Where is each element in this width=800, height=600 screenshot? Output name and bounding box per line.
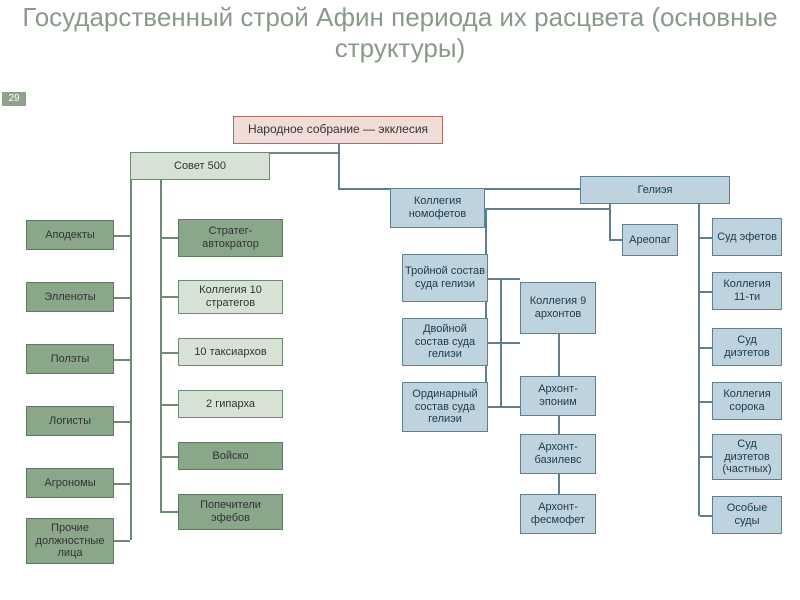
node-apod: Аподекты [26, 220, 114, 250]
node-areo: Ареопаг [622, 224, 678, 256]
connector [114, 483, 130, 485]
connector [130, 180, 132, 540]
connector [160, 180, 162, 513]
node-diet_pr: Суд диэтетов (частных) [712, 434, 782, 480]
connector [114, 421, 130, 423]
connector [700, 291, 712, 293]
node-root: Народное собрание — экклесия [233, 116, 443, 144]
connector [160, 404, 178, 406]
node-dvoi: Двойной состав суда гелиэи [402, 318, 488, 366]
node-polet: Полэты [26, 344, 114, 374]
node-diet: Суд диэтетов [712, 328, 782, 366]
connector [160, 511, 178, 513]
connector [500, 406, 520, 408]
node-koll40: Коллегия сорока [712, 382, 782, 420]
node-council: Совет 500 [130, 152, 270, 180]
connector [114, 540, 130, 542]
connector [500, 342, 520, 344]
node-ellen: Элленоты [26, 282, 114, 312]
node-gip2: 2 гипарха [178, 390, 283, 418]
node-koll10: Коллегия 10 стратегов [178, 280, 283, 314]
connector [558, 334, 560, 376]
node-eponim: Архонт- эпоним [520, 376, 596, 416]
connector [160, 237, 178, 239]
connector [698, 204, 700, 516]
connector [114, 235, 130, 237]
node-proch: Прочие должностные лица [26, 518, 114, 564]
node-koll9: Коллегия 9 архонтов [520, 282, 596, 334]
node-agron: Агрономы [26, 468, 114, 498]
page-number-badge: 29 [2, 92, 26, 106]
node-fesm: Архонт- фесмофет [520, 494, 596, 534]
connector [485, 208, 487, 408]
connector [700, 456, 712, 458]
connector [700, 347, 712, 349]
connector [700, 515, 712, 517]
node-taxi: 10 таксиархов [178, 338, 283, 366]
node-nomo: Коллегия номофетов [390, 188, 485, 228]
connector [609, 204, 611, 240]
node-efeb: Попечители эфебов [178, 494, 283, 530]
connector [338, 144, 340, 188]
node-gelieya: Гелиэя [580, 176, 730, 204]
node-basil: Архонт- базилевс [520, 434, 596, 474]
node-troi: Тройной состав суда гелиэи [402, 254, 488, 302]
connector [700, 237, 712, 239]
connector [700, 401, 712, 403]
page-title: Государственный строй Афин периода их ра… [0, 0, 800, 64]
connector [558, 416, 560, 434]
connector [160, 456, 178, 458]
node-logist: Логисты [26, 406, 114, 436]
connector [114, 297, 130, 299]
connector [485, 208, 611, 210]
connector [558, 474, 560, 494]
connector [114, 359, 130, 361]
connector [609, 239, 622, 241]
connector [160, 352, 178, 354]
node-voisko: Войско [178, 442, 283, 470]
node-efet: Суд эфетов [712, 218, 782, 256]
node-ordi: Ординарный состав суда гелиэи [402, 382, 488, 432]
node-osob: Особые суды [712, 496, 782, 534]
connector [500, 278, 520, 280]
node-koll11: Коллегия 11-ти [712, 272, 782, 310]
connector [160, 296, 178, 298]
node-strat_av: Стратег- автократор [178, 219, 283, 257]
